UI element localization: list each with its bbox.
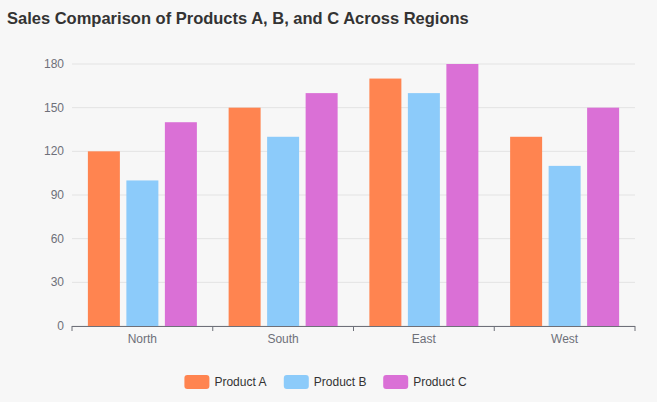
bars [88,64,619,326]
background [0,0,657,402]
legend-label: Product A [214,375,266,389]
title: Sales Comparison of Products A, B, and C… [7,9,469,27]
bar [306,93,338,326]
y-tick-label: 120 [44,144,64,158]
legend-label: Product C [413,375,467,389]
y-tick-label: 180 [44,57,64,71]
x-tick [72,326,73,331]
chart-container: Sales Comparison of Products A, B, and C… [0,0,657,402]
grid-line [72,107,635,108]
legend-swatch [184,375,209,389]
bar [446,64,478,326]
x-tick [635,326,636,331]
x-tick-label: East [412,332,437,346]
legend-swatch [284,375,309,389]
bar [165,122,197,326]
x-tick [494,326,495,331]
bar [369,79,401,326]
x-tick [212,326,213,331]
bar [549,166,581,326]
y-tick-label: 150 [44,101,64,115]
y-tick-label: 90 [51,188,65,202]
legend: Product A Product B Product C [184,375,466,389]
grid-line [72,64,635,65]
x-tick-label: South [267,332,298,346]
legend-label: Product B [314,375,367,389]
bar [88,151,120,326]
legend-swatch [383,375,408,389]
grid-line [72,151,635,152]
y-tick-label: 60 [51,232,65,246]
bar [408,93,440,326]
x-tick-label: West [551,332,579,346]
chart-svg: Sales Comparison of Products A, B, and C… [0,0,657,402]
bar [510,137,542,326]
x-tick-label: North [128,332,157,346]
bar [267,137,299,326]
y-tick-label: 30 [51,275,65,289]
y-tick-label: 0 [57,319,64,333]
bar [587,108,619,326]
bar [229,108,261,326]
bar [126,180,158,326]
x-tick [353,326,354,331]
